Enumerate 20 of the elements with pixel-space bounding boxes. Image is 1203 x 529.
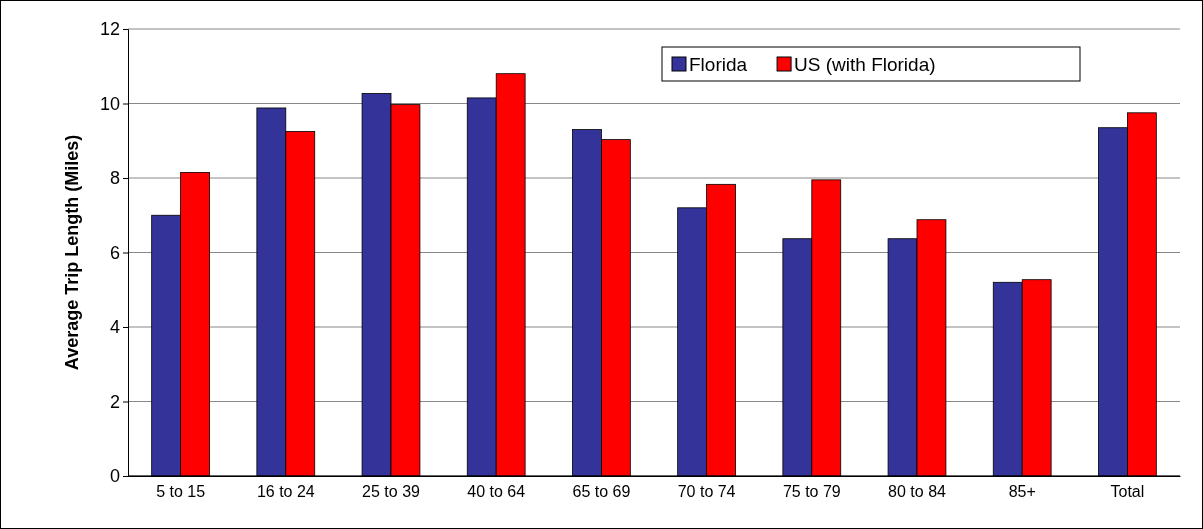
legend-label: Florida xyxy=(689,54,748,75)
x-tick-label: 75 to 79 xyxy=(782,483,841,501)
y-tick-label: 12 xyxy=(99,19,120,40)
x-tick-label: 65 to 69 xyxy=(572,483,631,501)
x-tick-label: 70 to 74 xyxy=(677,483,736,501)
x-tick-label: 16 to 24 xyxy=(256,483,315,501)
y-tick-label: 2 xyxy=(109,391,120,412)
x-tick-label: 80 to 84 xyxy=(888,483,947,501)
y-tick-label: 10 xyxy=(99,93,120,114)
x-tick-label: 25 to 39 xyxy=(362,483,421,501)
x-tick-label: 85+ xyxy=(1008,483,1036,501)
y-tick-label: 4 xyxy=(109,317,120,338)
x-tick-label: Total xyxy=(1110,483,1145,501)
y-tick-label: 6 xyxy=(109,242,120,263)
y-tick-label: 8 xyxy=(109,168,120,189)
y-axis-title: Average Trip Length (Miles) xyxy=(62,134,82,371)
legend-label: US (with Florida) xyxy=(794,54,936,75)
x-tick-label: 5 to 15 xyxy=(156,483,206,501)
y-tick-label: 0 xyxy=(109,466,120,487)
x-tick-label: 40 to 64 xyxy=(467,483,526,501)
